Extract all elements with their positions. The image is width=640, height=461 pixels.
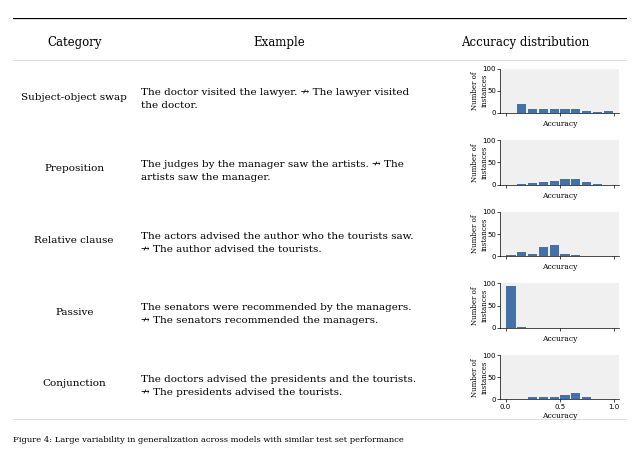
Bar — [528, 183, 537, 184]
Text: Subject-object swap: Subject-object swap — [21, 93, 127, 102]
Bar — [517, 252, 527, 256]
Bar — [561, 108, 570, 113]
Bar — [517, 327, 527, 328]
Bar — [550, 108, 559, 113]
Text: Example: Example — [253, 35, 305, 48]
Y-axis label: Number of
instances: Number of instances — [471, 358, 488, 396]
Bar — [539, 108, 548, 113]
Text: Category: Category — [47, 35, 102, 48]
Bar — [528, 397, 537, 399]
Bar — [528, 109, 537, 113]
Bar — [506, 286, 516, 328]
Bar — [572, 255, 580, 256]
Bar — [582, 397, 591, 399]
Text: artists saw the manager.: artists saw the manager. — [141, 173, 271, 182]
Bar — [550, 397, 559, 399]
Text: The judges by the manager saw the artists. ↛ The: The judges by the manager saw the artist… — [141, 160, 404, 169]
Text: The senators were recommended by the managers.: The senators were recommended by the man… — [141, 303, 412, 312]
Text: Accuracy distribution: Accuracy distribution — [461, 35, 589, 48]
Text: ↛ The presidents advised the tourists.: ↛ The presidents advised the tourists. — [141, 388, 342, 397]
Text: The actors advised the author who the tourists saw.: The actors advised the author who the to… — [141, 232, 414, 241]
X-axis label: Accuracy: Accuracy — [542, 263, 577, 271]
Text: Relative clause: Relative clause — [35, 236, 114, 245]
Bar — [550, 181, 559, 184]
Bar — [572, 108, 580, 113]
Bar — [561, 395, 570, 399]
Y-axis label: Number of
instances: Number of instances — [471, 143, 488, 182]
Text: ↛ The senators recommended the managers.: ↛ The senators recommended the managers. — [141, 316, 379, 325]
Bar — [561, 254, 570, 256]
Bar — [506, 255, 516, 256]
Text: ↛ The author advised the tourists.: ↛ The author advised the tourists. — [141, 244, 322, 254]
Bar — [539, 397, 548, 399]
Y-axis label: Number of
instances: Number of instances — [471, 71, 488, 110]
Bar — [593, 112, 602, 113]
Bar — [582, 111, 591, 113]
Bar — [572, 393, 580, 399]
X-axis label: Accuracy: Accuracy — [542, 120, 577, 128]
Text: The doctors advised the presidents and the tourists.: The doctors advised the presidents and t… — [141, 375, 417, 384]
Text: the doctor.: the doctor. — [141, 101, 198, 110]
Text: Preposition: Preposition — [44, 164, 104, 173]
X-axis label: Accuracy: Accuracy — [542, 335, 577, 343]
Bar — [561, 179, 570, 184]
Bar — [604, 111, 612, 113]
X-axis label: Accuracy: Accuracy — [542, 413, 577, 420]
Bar — [539, 248, 548, 256]
Bar — [572, 179, 580, 184]
Bar — [582, 183, 591, 184]
Y-axis label: Number of
instances: Number of instances — [471, 215, 488, 253]
Text: Passive: Passive — [55, 307, 93, 317]
Y-axis label: Number of
instances: Number of instances — [471, 286, 488, 325]
Text: Figure 4: Large variability in generalization across models with similar test se: Figure 4: Large variability in generaliz… — [13, 436, 404, 443]
Bar — [528, 254, 537, 256]
Bar — [517, 104, 527, 113]
Bar — [539, 183, 548, 184]
X-axis label: Accuracy: Accuracy — [542, 191, 577, 200]
Bar — [550, 245, 559, 256]
Text: The doctor visited the lawyer. ↛ The lawyer visited: The doctor visited the lawyer. ↛ The law… — [141, 89, 410, 97]
Text: Conjunction: Conjunction — [42, 379, 106, 388]
